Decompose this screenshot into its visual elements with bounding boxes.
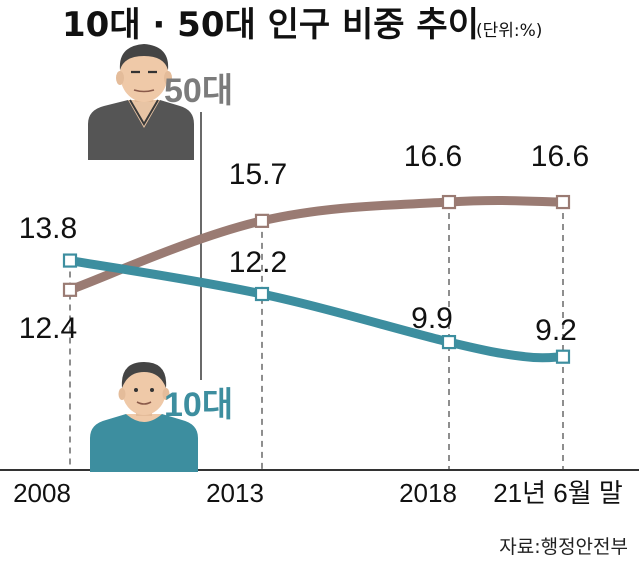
value-label-10s-2: 9.9 <box>411 302 453 335</box>
x-tick-2: 2018 <box>399 478 457 508</box>
value-label-50s-0: 12.4 <box>19 312 77 345</box>
value-label-10s-3: 9.2 <box>535 314 577 347</box>
unit-label: (단위:%) <box>476 21 542 41</box>
man-10s-icon <box>90 362 198 472</box>
point-50s-1 <box>254 213 270 228</box>
source-note: 자료:행정안전부 <box>499 536 628 558</box>
value-label-10s-1: 12.2 <box>229 246 287 279</box>
value-labels: 12.4 15.7 16.6 16.6 13.8 12.2 9.9 9.2 <box>19 140 589 347</box>
value-label-50s-3: 16.6 <box>531 140 589 173</box>
x-tick-1: 2013 <box>206 478 264 508</box>
point-10s-0 <box>62 253 78 268</box>
x-tick-3: 21년 6월 말 <box>493 478 623 508</box>
series-10s-label: 10대 <box>164 386 233 424</box>
series-50s-label: 50대 <box>164 72 233 110</box>
point-10s-1 <box>254 286 270 302</box>
point-50s-2 <box>441 194 457 210</box>
chart-title: 10대 · 50대 인구 비중 추이 <box>62 5 479 45</box>
point-50s-3 <box>555 194 571 210</box>
value-label-50s-2: 16.6 <box>404 140 462 173</box>
series-10s-line <box>65 256 568 363</box>
data-markers <box>62 194 571 364</box>
point-10s-3 <box>555 349 571 364</box>
series-50s-line <box>65 196 568 295</box>
value-label-50s-1: 15.7 <box>229 158 287 191</box>
x-tick-labels: 2008 2013 2018 21년 6월 말 <box>13 478 623 508</box>
value-label-10s-0: 13.8 <box>19 212 77 245</box>
x-tick-0: 2008 <box>13 478 71 508</box>
point-10s-2 <box>441 334 457 350</box>
man-50s-icon <box>88 44 194 160</box>
point-50s-0 <box>62 282 78 297</box>
